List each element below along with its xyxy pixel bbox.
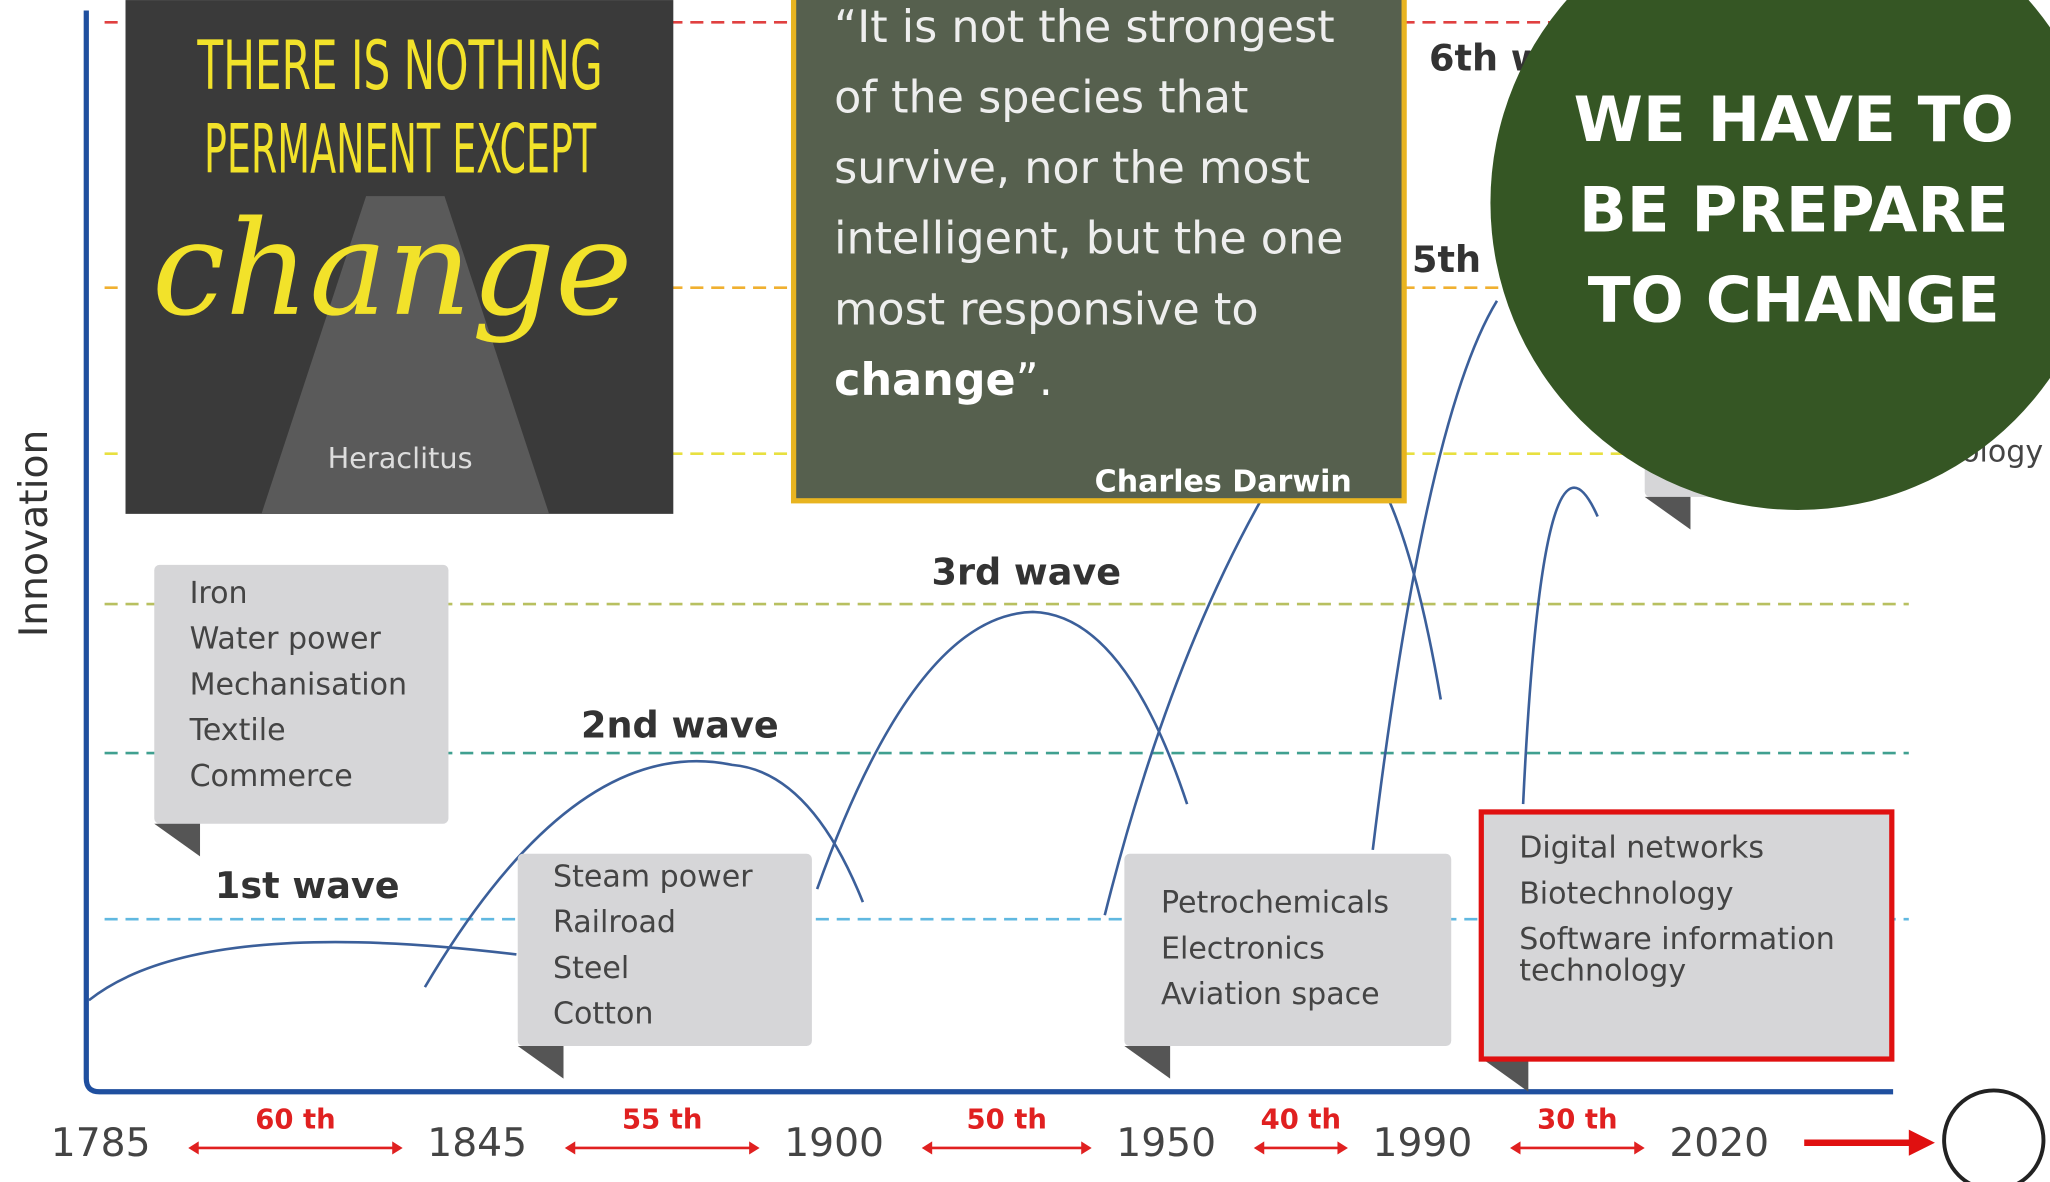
box-tab <box>1483 1059 1529 1092</box>
poster: THERE IS NOTHING PERMANENT EXCEPT change… <box>126 0 674 514</box>
circle-line: TO CHANGE <box>1588 264 2000 337</box>
box-item: technology <box>1519 954 1686 989</box>
wave-label: 1st wave <box>215 864 400 907</box>
box-item: Iron <box>190 576 248 611</box>
box-item: Electronics <box>1161 931 1325 966</box>
quote-line: of the species that <box>834 72 1248 123</box>
box-item: Railroad <box>553 905 676 940</box>
gap-label: 50 th <box>967 1104 1047 1135</box>
box-item: Water power <box>190 622 382 657</box>
wave-label: 2nd wave <box>581 703 779 746</box>
box-item: Commerce <box>190 759 353 794</box>
box-item: Petrochemicals <box>1161 886 1389 921</box>
box-tab <box>1124 1046 1170 1079</box>
gap-label: 55 th <box>622 1104 702 1135</box>
wave-curve <box>817 612 1187 889</box>
year-label: 1950 <box>1116 1121 1216 1166</box>
gap-label: 30 th <box>1537 1104 1617 1135</box>
year-label: 1785 <box>51 1121 151 1166</box>
quote-line: “It is not the strongest <box>834 2 1335 53</box>
question-circle <box>1944 1090 2043 1182</box>
box-tab <box>154 824 200 857</box>
box-item: Biotechnology <box>1519 876 1733 911</box>
quote-card: “It is not the strongest of the species t… <box>794 0 1405 501</box>
box-item: Mechanisation <box>190 667 408 702</box>
wave-label: 3rd wave <box>931 550 1121 593</box>
item-box: Steam power Railroad Steel Cotton <box>518 854 812 1079</box>
box-item: Digital networks <box>1519 831 1764 866</box>
wave-curve <box>89 942 517 1000</box>
gap-label: 60 th <box>255 1104 335 1135</box>
message-circle <box>1490 0 2050 510</box>
axis-label: Innovation <box>12 430 57 638</box>
quote-end: ”. <box>1016 355 1053 406</box>
quote-line: most responsive to <box>834 284 1258 335</box>
poster-author: Heraclitus <box>328 441 473 475</box>
slide: Iron Water power Mechanisation Textile Comme… <box>0 0 2050 1182</box>
circle-line: WE HAVE TO <box>1574 83 2014 156</box>
box-item: Steam power <box>553 859 753 894</box>
quote-bold: change <box>834 355 1016 406</box>
quote-line: survive, nor the most <box>834 143 1310 194</box>
box-tab <box>1645 497 1691 530</box>
box-tab <box>518 1046 564 1079</box>
quote-line: intelligent, but the one <box>834 214 1343 265</box>
box-item: Software information <box>1519 922 1835 957</box>
poster-text: THERE IS NOTHING <box>197 27 603 106</box>
item-box: Digital networks Biotechnology Software in… <box>1481 812 1892 1092</box>
poster-big: change <box>152 193 633 345</box>
box-item: Aviation space <box>1161 977 1380 1012</box>
year-label: 1845 <box>427 1121 527 1166</box>
quote-line: change”. <box>834 355 1053 406</box>
box-item: Cotton <box>553 997 653 1032</box>
box-item: Textile <box>189 713 286 748</box>
wave-curve <box>1105 433 1441 915</box>
quote-author: Charles Darwin <box>1095 465 1352 500</box>
year-label: 2020 <box>1669 1121 1769 1166</box>
year-label: 1900 <box>784 1121 884 1166</box>
item-box: Iron Water power Mechanisation Textile Comme… <box>154 565 448 857</box>
year-label: 1990 <box>1373 1121 1473 1166</box>
box-item: Steel <box>553 951 629 986</box>
circle-line: BE PREPARE <box>1579 173 2009 246</box>
wave-curve <box>1523 488 1598 804</box>
poster-text: PERMANENT EXCEPT <box>204 111 596 190</box>
gap-label: 40 th <box>1261 1104 1341 1135</box>
future-arrow-head <box>1909 1130 1935 1156</box>
item-box: Petrochemicals Electronics Aviation space <box>1124 854 1451 1079</box>
